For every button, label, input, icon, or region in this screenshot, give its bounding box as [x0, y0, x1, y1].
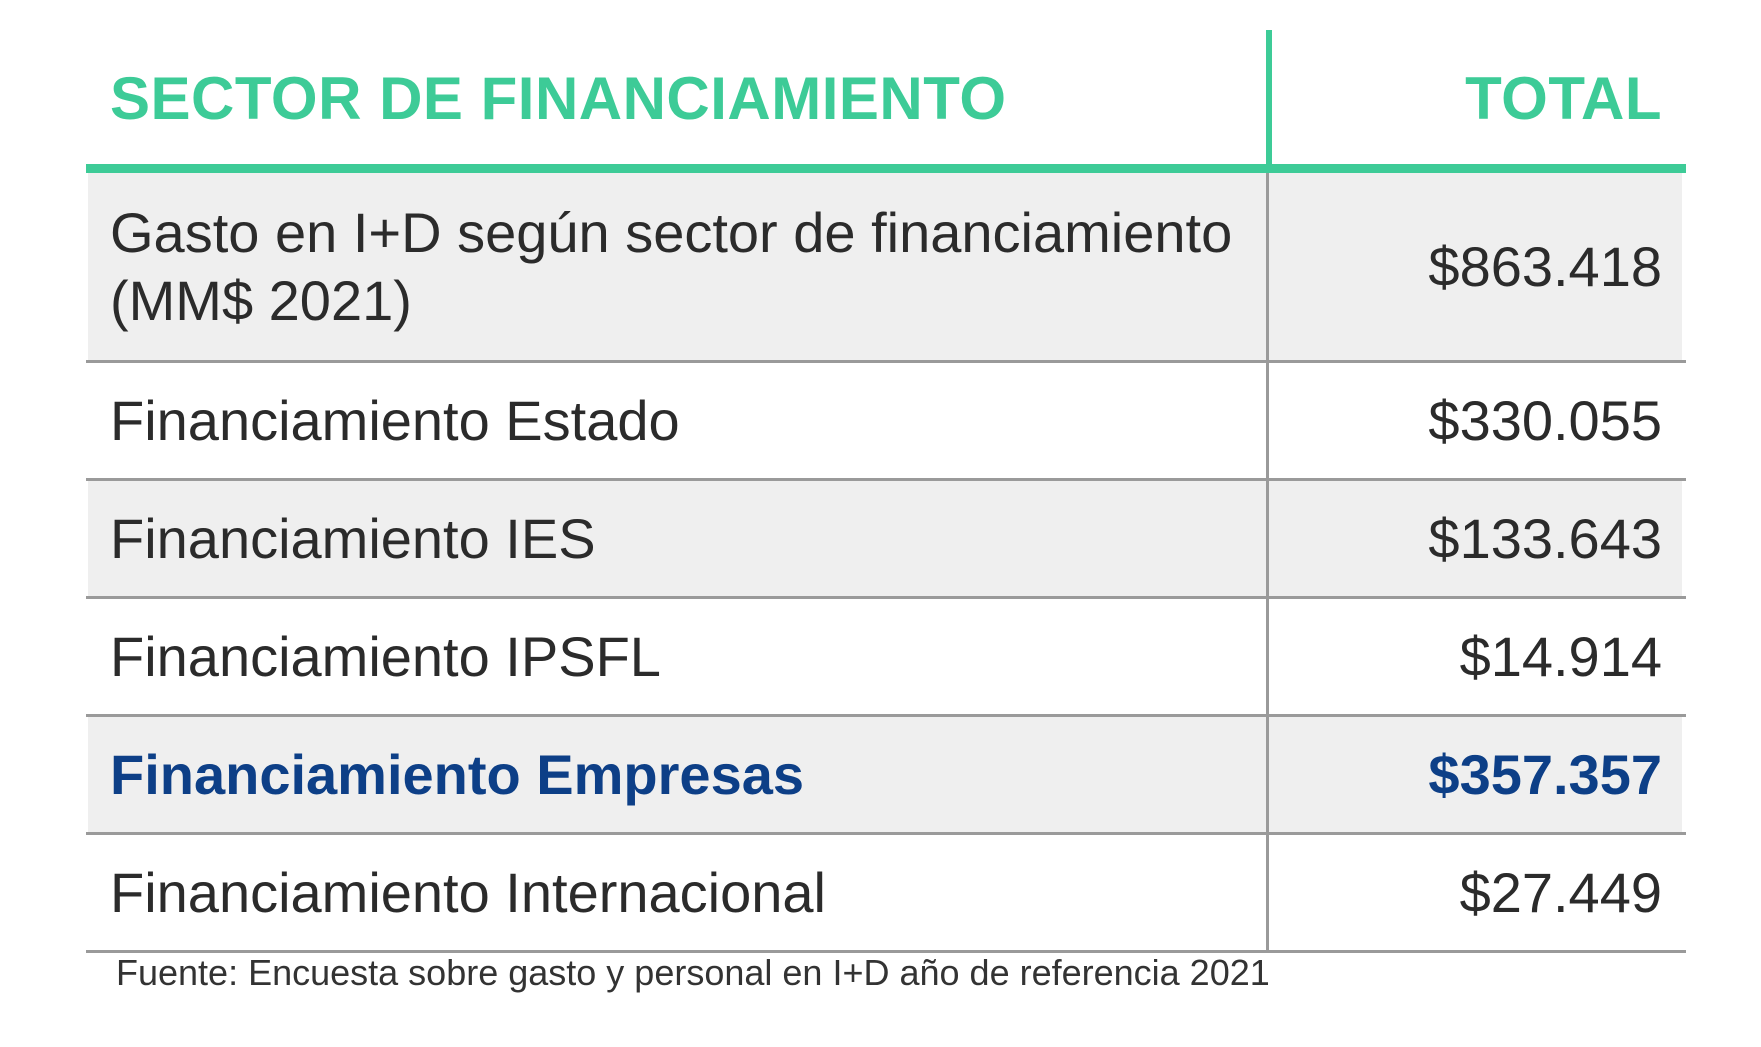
header-column-divider [1266, 30, 1272, 164]
table-body: Gasto en I+D según sector de financiamie… [86, 173, 1686, 953]
column-divider [1266, 835, 1269, 950]
table-row-ies: Financiamiento IES $133.643 [86, 481, 1686, 599]
table-row-estado: Financiamiento Estado $330.055 [86, 363, 1686, 481]
table-row-gasto-total: Gasto en I+D según sector de financiamie… [86, 173, 1686, 363]
row-value: $330.055 [1428, 389, 1662, 452]
table-row-ipsfl: Financiamiento IPSFL $14.914 [86, 599, 1686, 717]
column-divider [1266, 599, 1269, 714]
source-note: Fuente: Encuesta sobre gasto y personal … [116, 952, 1270, 993]
header-total-label: TOTAL [1465, 65, 1662, 132]
table-row-internacional: Financiamiento Internacional $27.449 [86, 835, 1686, 953]
header-rule [86, 164, 1686, 173]
row-value: $863.418 [1269, 173, 1682, 360]
column-divider [1266, 173, 1269, 360]
financing-table: SECTOR DE FINANCIAMIENTO TOTAL Gasto en … [86, 30, 1686, 953]
column-divider [1266, 363, 1269, 478]
row-value: $27.449 [1459, 861, 1662, 924]
row-label: Financiamiento Empresas [88, 717, 1266, 832]
column-divider [1266, 717, 1269, 832]
row-label: Gasto en I+D según sector de financiamie… [88, 173, 1266, 360]
row-value: $133.643 [1269, 481, 1682, 596]
row-value: $357.357 [1269, 717, 1682, 832]
table-row-empresas: Financiamiento Empresas $357.357 [86, 717, 1686, 835]
row-label: Financiamiento Internacional [110, 860, 826, 924]
row-label: Financiamiento IES [88, 481, 1266, 596]
row-label: Financiamiento Estado [110, 388, 680, 452]
row-label: Financiamiento IPSFL [110, 624, 661, 688]
column-divider [1266, 481, 1269, 596]
table-header: SECTOR DE FINANCIAMIENTO TOTAL [86, 30, 1686, 164]
row-value: $14.914 [1459, 625, 1662, 688]
header-sector-label: SECTOR DE FINANCIAMIENTO [110, 65, 1007, 132]
